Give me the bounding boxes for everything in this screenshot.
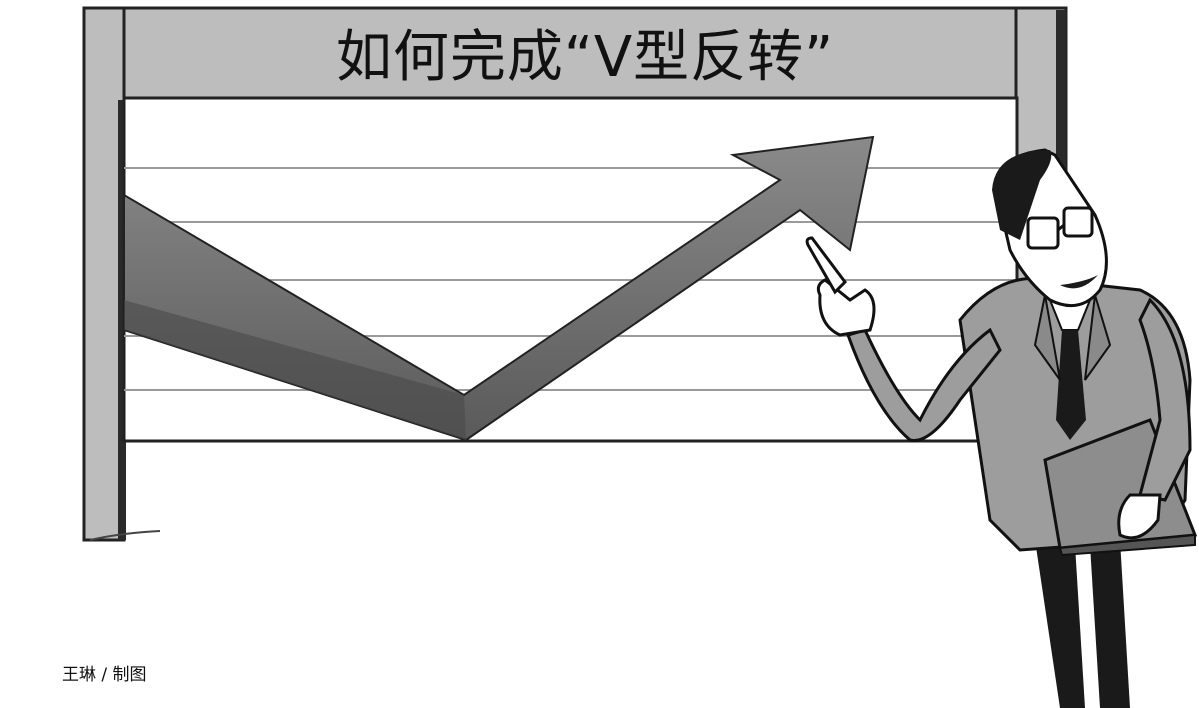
businessman-figure [805, 148, 1198, 708]
glasses-icon [1026, 206, 1094, 250]
page-title: 如何完成“V型反转” [335, 25, 835, 90]
up-arrow-graphic [123, 135, 875, 442]
illustration-credit: 王琳 / 制图 [62, 665, 147, 685]
